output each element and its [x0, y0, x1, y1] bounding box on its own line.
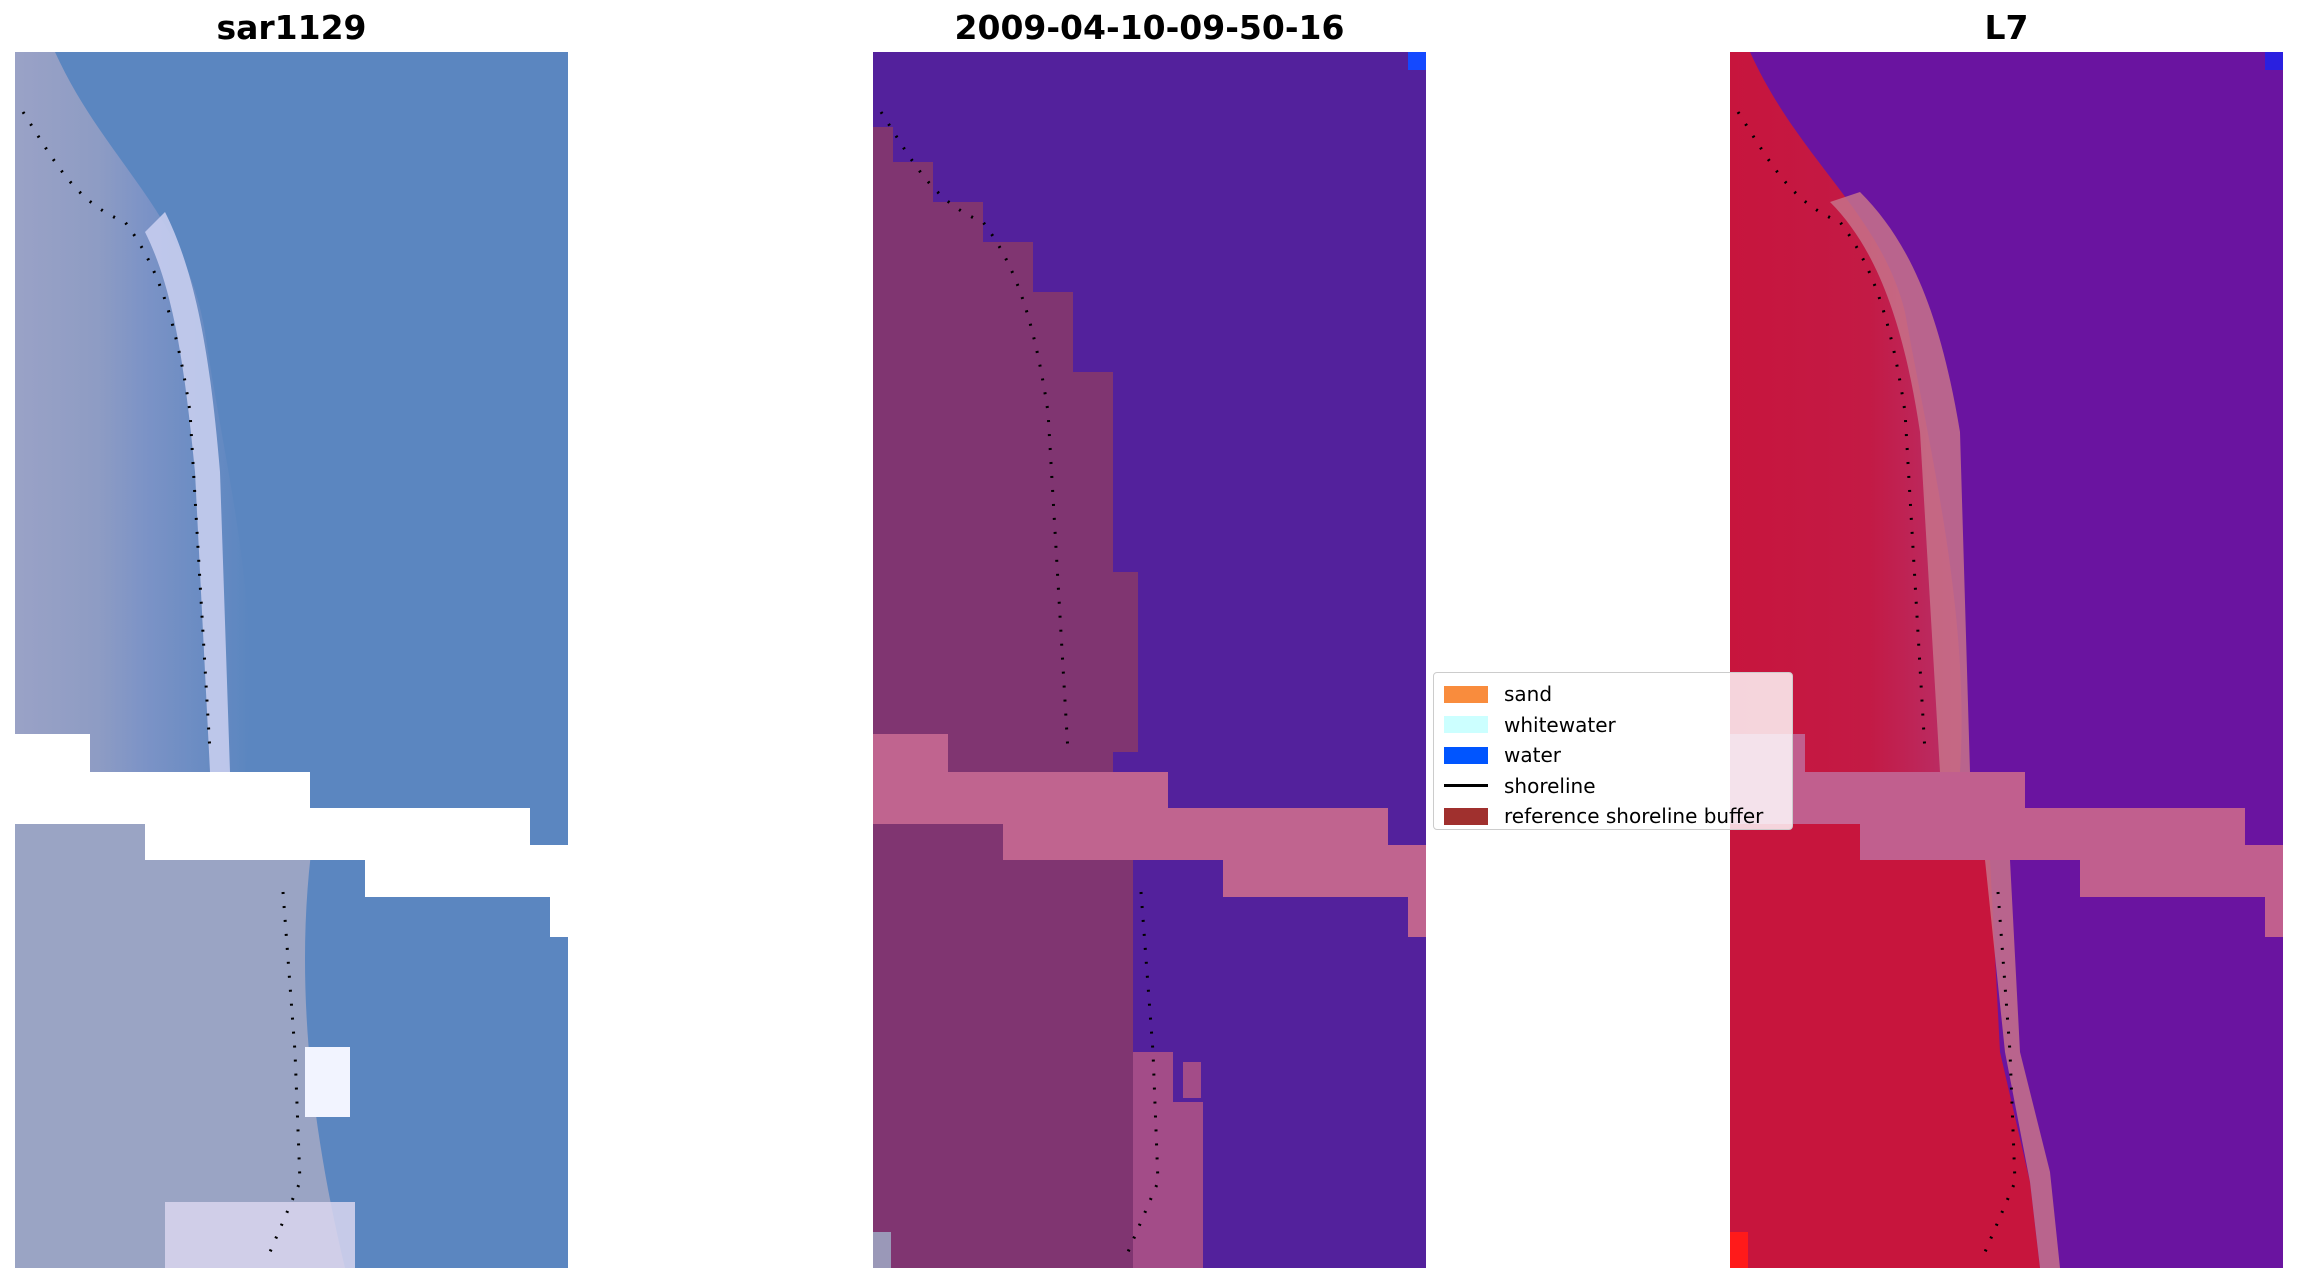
rgb-image-panel	[15, 52, 568, 1268]
legend-item-whitewater: whitewater	[1444, 710, 1782, 741]
panel-title-classified: 2009-04-10-09-50-16	[954, 8, 1345, 47]
shoreline-line-icon	[1444, 784, 1488, 788]
index-image	[1730, 52, 2283, 1268]
index-image-panel	[1730, 52, 2283, 1268]
panel-title-rgb: sar1129	[216, 8, 367, 47]
reference-buffer-swatch	[1444, 807, 1488, 825]
legend-item-shoreline: shoreline	[1444, 771, 1782, 802]
legend-item-reference-buffer: reference shoreline buffer	[1444, 801, 1782, 832]
rgb-image	[15, 52, 568, 1268]
legend-label: whitewater	[1504, 712, 1616, 737]
legend-item-sand: sand	[1444, 679, 1782, 710]
classified-image	[873, 52, 1426, 1268]
legend-label: shoreline	[1504, 773, 1596, 798]
sand-swatch	[1444, 685, 1488, 703]
legend-label: reference shoreline buffer	[1504, 804, 1764, 829]
legend-item-water: water	[1444, 740, 1782, 771]
legend: sand whitewater water shoreline referenc…	[1433, 672, 1793, 830]
legend-label: sand	[1504, 682, 1553, 707]
legend-label: water	[1504, 743, 1561, 768]
water-swatch	[1444, 746, 1488, 764]
panel-title-index: L7	[1984, 8, 2029, 47]
whitewater-swatch	[1444, 716, 1488, 734]
classified-image-panel	[873, 52, 1426, 1268]
